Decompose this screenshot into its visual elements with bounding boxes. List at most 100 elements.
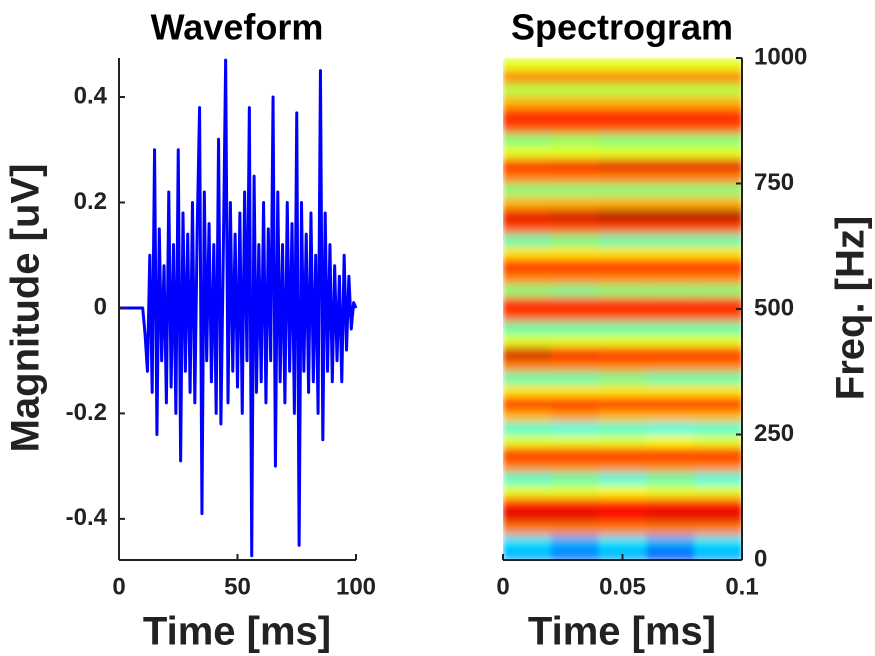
heatmap-cell: [598, 196, 647, 210]
heatmap-cell: [646, 321, 695, 335]
heatmap-cell: [646, 183, 695, 197]
heatmap-cell: [646, 70, 695, 84]
heatmap-cell: [646, 120, 695, 134]
chart-title: Spectrogram: [511, 7, 733, 48]
y-tick-label: 0: [754, 545, 767, 572]
heatmap-cell: [503, 246, 552, 260]
heatmap-cell: [550, 346, 600, 360]
heatmap-cell: [598, 434, 647, 448]
heatmap-cell: [646, 396, 695, 410]
heatmap-cell: [694, 346, 742, 360]
heatmap-cell: [598, 271, 647, 285]
heatmap-cell: [646, 145, 695, 159]
heatmap-cell: [694, 170, 742, 184]
heatmap-cell: [694, 233, 742, 247]
heatmap-cell: [694, 145, 742, 159]
heatmap-cell: [694, 434, 742, 448]
heatmap-cell: [694, 522, 742, 536]
y-tick-label: 250: [754, 420, 794, 447]
x-tick-label: 100: [336, 573, 376, 600]
heatmap-cell: [646, 233, 695, 247]
heatmap-cell: [503, 334, 552, 348]
heatmap-cell: [503, 522, 552, 536]
heatmap-cell: [503, 233, 552, 247]
heatmap-cell: [550, 472, 600, 486]
heatmap-cell: [694, 283, 742, 297]
y-tick-label: -0.2: [66, 399, 107, 426]
heatmap-cell: [694, 221, 742, 235]
x-tick-label: 0.05: [599, 573, 646, 600]
y-tick-label: 0.4: [74, 82, 108, 109]
heatmap-cell: [598, 246, 647, 260]
heatmap-cell: [503, 271, 552, 285]
heatmap-cell: [646, 208, 695, 222]
heatmap-cell: [598, 359, 647, 373]
heatmap-cell: [598, 334, 647, 348]
heatmap-cell: [598, 83, 647, 97]
heatmap-cell: [598, 497, 647, 511]
heatmap-cell: [694, 246, 742, 260]
heatmap-cell: [503, 434, 552, 448]
heatmap-cell: [646, 421, 695, 435]
heatmap-cell: [694, 484, 742, 498]
heatmap-cell: [550, 359, 600, 373]
heatmap-cell: [694, 534, 742, 548]
heatmap-cell: [550, 70, 600, 84]
heatmap-cell: [694, 547, 742, 560]
chart-title: Waveform: [151, 7, 324, 48]
heatmap-cell: [646, 246, 695, 260]
heatmap-cell: [646, 309, 695, 323]
heatmap-cell: [503, 321, 552, 335]
heatmap-cell: [550, 309, 600, 323]
heatmap-cell: [503, 170, 552, 184]
heatmap-cell: [598, 58, 647, 72]
heatmap-cell: [646, 384, 695, 398]
heatmap-cell: [550, 271, 600, 285]
heatmap-cell: [550, 447, 600, 461]
heatmap-cell: [694, 359, 742, 373]
spectrogram-area: [503, 58, 742, 560]
heatmap-cell: [646, 170, 695, 184]
heatmap-cell: [503, 509, 552, 523]
heatmap-cell: [694, 208, 742, 222]
heatmap-cell: [550, 384, 600, 398]
heatmap-cell: [503, 371, 552, 385]
x-tick-label: 0: [496, 573, 509, 600]
heatmap-cell: [550, 83, 600, 97]
heatmap-cell: [598, 170, 647, 184]
heatmap-cell: [550, 108, 600, 122]
heatmap-cell: [646, 447, 695, 461]
heatmap-cell: [646, 283, 695, 297]
heatmap-cell: [646, 484, 695, 498]
heatmap-cell: [550, 459, 600, 473]
heatmap-cell: [503, 472, 552, 486]
heatmap-cell: [694, 509, 742, 523]
heatmap-cell: [694, 133, 742, 147]
heatmap-cell: [694, 258, 742, 272]
x-tick-label: 0: [112, 573, 125, 600]
heatmap-cell: [503, 547, 552, 560]
heatmap-cell: [503, 221, 552, 235]
heatmap-cell: [694, 70, 742, 84]
y-tick-label: -0.4: [66, 504, 108, 531]
heatmap-cell: [598, 346, 647, 360]
heatmap-cell: [550, 296, 600, 310]
heatmap-cell: [598, 321, 647, 335]
heatmap-cell: [550, 208, 600, 222]
y-axis-label: Freq. [Hz]: [829, 216, 873, 400]
y-tick-label: 750: [754, 169, 794, 196]
heatmap-cell: [646, 108, 695, 122]
y-tick-label: 500: [754, 294, 794, 321]
heatmap-cell: [503, 296, 552, 310]
heatmap-cell: [503, 346, 552, 360]
heatmap-cell: [550, 534, 600, 548]
heatmap-cell: [598, 309, 647, 323]
x-axis-label: Time [ms]: [528, 610, 716, 654]
heatmap-cell: [694, 58, 742, 72]
heatmap-cell: [550, 233, 600, 247]
heatmap-cell: [550, 484, 600, 498]
heatmap-cell: [598, 233, 647, 247]
heatmap-cell: [550, 522, 600, 536]
heatmap-cell: [646, 459, 695, 473]
heatmap-cell: [598, 120, 647, 134]
